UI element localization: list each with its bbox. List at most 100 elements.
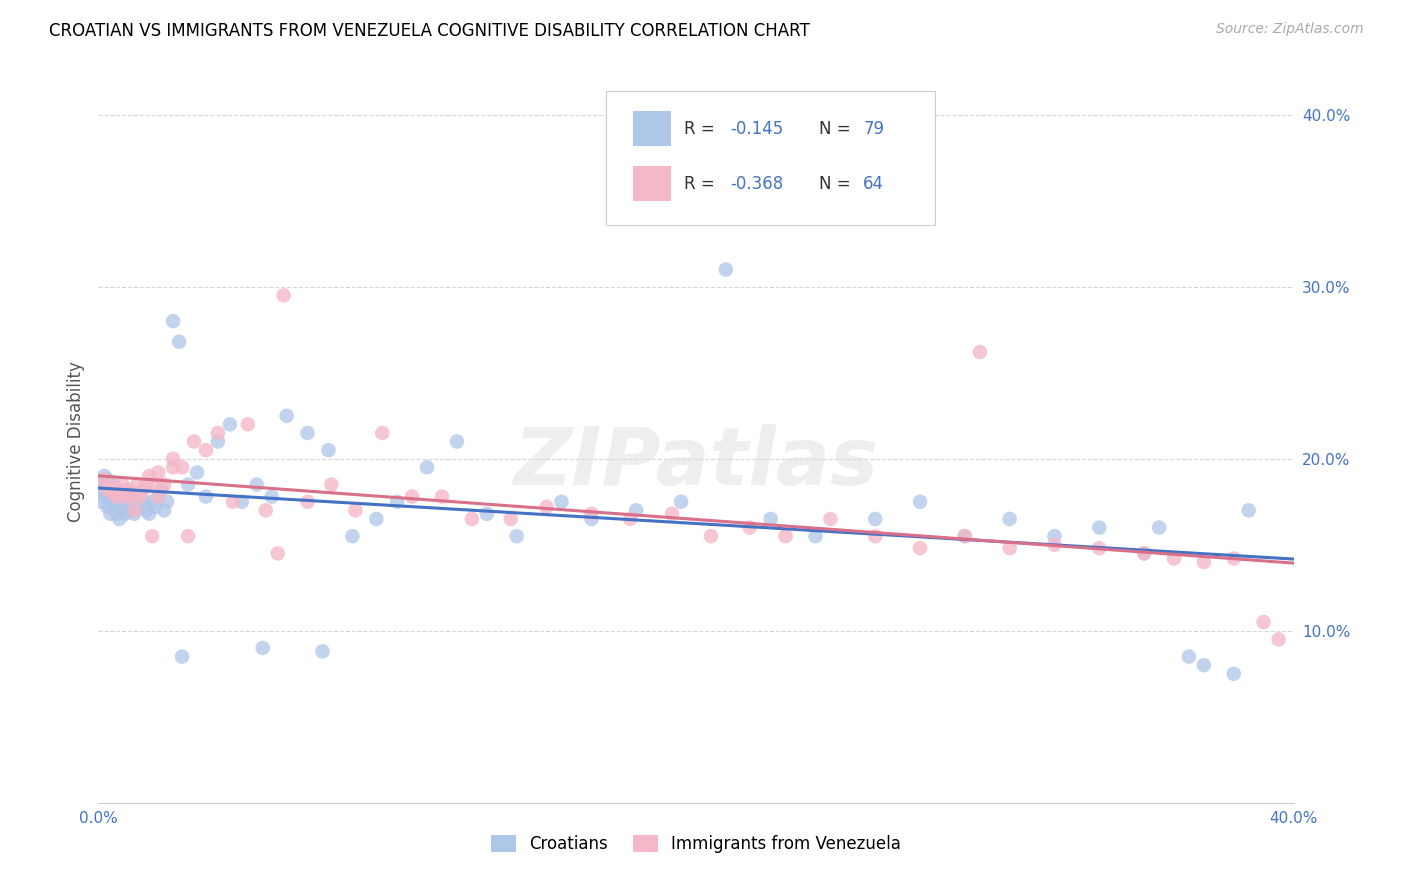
Point <box>162 451 184 466</box>
Point <box>153 503 176 517</box>
Point <box>96 500 118 514</box>
Point <box>153 477 176 491</box>
Point <box>148 466 170 480</box>
Point <box>550 494 572 508</box>
Legend: Croatians, Immigrants from Venezuela: Croatians, Immigrants from Venezuela <box>484 828 908 860</box>
Point <box>401 490 423 504</box>
Point <box>775 529 797 543</box>
Point <box>135 503 157 517</box>
Point <box>661 507 683 521</box>
Point <box>236 417 259 432</box>
Point <box>371 425 394 440</box>
Point <box>150 483 173 497</box>
Point <box>714 262 737 277</box>
Point <box>127 500 149 514</box>
Point <box>1088 541 1111 556</box>
Point <box>446 434 468 449</box>
Point <box>114 490 136 504</box>
Point <box>148 490 170 504</box>
Point <box>141 529 163 543</box>
Text: 64: 64 <box>863 175 884 193</box>
Point <box>461 512 484 526</box>
Point <box>143 500 166 514</box>
Point <box>148 490 170 504</box>
Point <box>344 503 367 517</box>
Point <box>1163 551 1185 566</box>
Point <box>195 443 218 458</box>
Text: ZIPatlas: ZIPatlas <box>513 425 879 502</box>
Point <box>1237 503 1260 517</box>
FancyBboxPatch shape <box>606 91 935 225</box>
Point <box>619 512 641 526</box>
Point <box>506 529 529 543</box>
Point <box>108 512 131 526</box>
Point <box>321 477 343 491</box>
Point <box>1267 632 1289 647</box>
Point <box>1223 551 1246 566</box>
Text: -0.145: -0.145 <box>731 120 785 137</box>
Point <box>162 314 184 328</box>
Point <box>998 512 1021 526</box>
Point <box>318 443 340 458</box>
Point <box>311 644 333 658</box>
Point <box>177 477 200 491</box>
Point <box>700 529 723 543</box>
Bar <box>633 166 671 201</box>
Point <box>138 507 160 521</box>
Point <box>804 529 827 543</box>
Point <box>186 466 208 480</box>
Point <box>297 494 319 508</box>
Point <box>120 494 142 508</box>
Point <box>183 434 205 449</box>
Point <box>108 483 131 497</box>
Point <box>260 490 283 504</box>
Point <box>117 503 139 517</box>
Point <box>105 494 128 508</box>
Point <box>222 494 245 508</box>
Point <box>738 520 761 534</box>
Point <box>172 460 194 475</box>
Point <box>103 477 125 491</box>
Point <box>1178 649 1201 664</box>
Point <box>1043 529 1066 543</box>
Point <box>132 483 155 497</box>
Point <box>581 512 603 526</box>
Point <box>93 472 115 486</box>
Text: -0.368: -0.368 <box>731 175 785 193</box>
Text: R =: R = <box>685 120 720 137</box>
Point <box>581 507 603 521</box>
Point <box>90 494 112 508</box>
Point <box>129 490 152 504</box>
Point <box>820 512 842 526</box>
Point <box>626 503 648 517</box>
Point <box>135 477 157 491</box>
Point <box>167 334 190 349</box>
Point <box>114 494 136 508</box>
Text: CROATIAN VS IMMIGRANTS FROM VENEZUELA COGNITIVE DISABILITY CORRELATION CHART: CROATIAN VS IMMIGRANTS FROM VENEZUELA CO… <box>49 22 810 40</box>
Point <box>998 541 1021 556</box>
Point <box>141 494 163 508</box>
Point <box>177 529 200 543</box>
Point <box>385 494 409 508</box>
Point <box>953 529 976 543</box>
Point <box>1192 658 1215 673</box>
Point <box>162 460 184 475</box>
Point <box>156 494 179 508</box>
Point <box>1253 615 1275 630</box>
Point <box>105 490 128 504</box>
Point <box>273 288 295 302</box>
Point <box>96 472 118 486</box>
Point <box>124 503 146 517</box>
Point <box>96 483 118 497</box>
Text: N =: N = <box>820 120 856 137</box>
Text: 79: 79 <box>863 120 884 137</box>
Point <box>267 546 290 560</box>
Point <box>93 483 115 497</box>
Point <box>105 507 128 521</box>
Point <box>1223 666 1246 681</box>
Point <box>430 490 453 504</box>
Point <box>103 486 125 500</box>
Point <box>108 486 131 500</box>
Point <box>98 494 122 508</box>
Point <box>1088 520 1111 534</box>
